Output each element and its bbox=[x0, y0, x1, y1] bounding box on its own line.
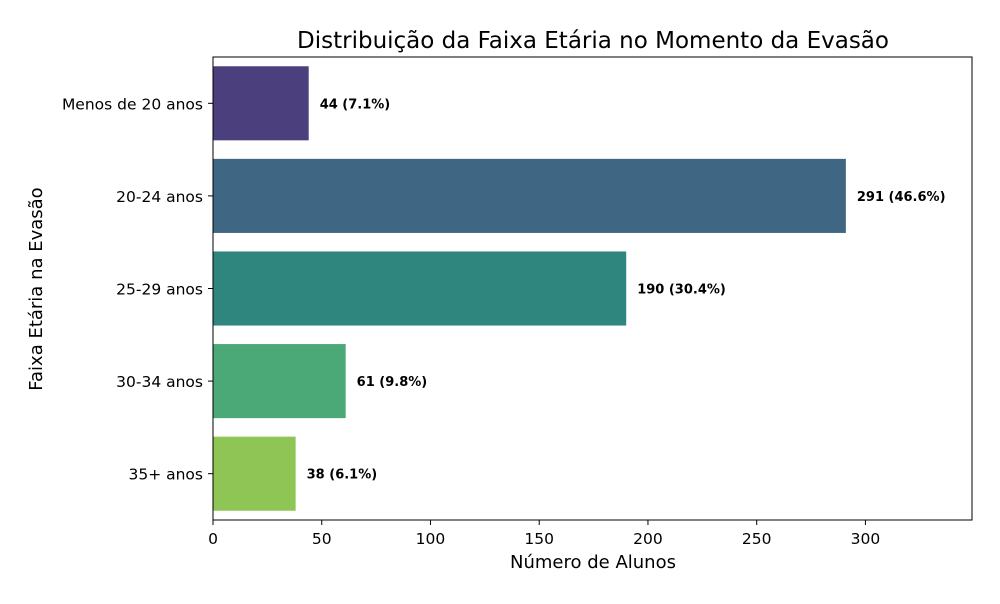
x-tick-label-1: 50 bbox=[312, 530, 332, 548]
data-labels-layer: 44 (7.1%) 291 (46.6%) 190 (30.4%) 61 (9.8%)… bbox=[307, 97, 946, 482]
y-axis-title: Faixa Etária na Evasão bbox=[26, 187, 47, 390]
y-axis: Menos de 20 anos 20-24 anos 25-29 anos 30-3… bbox=[62, 95, 213, 484]
data-label-3: 61 (9.8%) bbox=[357, 375, 428, 390]
x-tick-label-4: 200 bbox=[633, 530, 663, 548]
data-label-2: 190 (30.4%) bbox=[637, 283, 726, 298]
x-tick-label-6: 300 bbox=[851, 530, 881, 548]
bar-2 bbox=[213, 251, 627, 326]
data-label-4: 38 (6.1%) bbox=[307, 468, 378, 483]
data-label-0: 44 (7.1%) bbox=[320, 97, 391, 112]
y-tick-label-1: 20-24 anos bbox=[116, 188, 203, 206]
y-tick-label-4: 35+ anos bbox=[128, 466, 203, 484]
x-tick-label-2: 100 bbox=[416, 530, 446, 548]
plot-frame bbox=[212, 56, 973, 521]
x-axis: 0 50 100 150 200 250 300 bbox=[208, 520, 880, 548]
chart-title: Distribuição da Faixa Etária no Momento … bbox=[297, 28, 889, 54]
x-tick-label-3: 150 bbox=[524, 530, 554, 548]
bar-0 bbox=[213, 66, 309, 141]
x-tick-label-5: 250 bbox=[742, 530, 772, 548]
x-tick-label-0: 0 bbox=[208, 530, 218, 548]
y-tick-label-2: 25-29 anos bbox=[116, 281, 203, 299]
bars-layer bbox=[213, 66, 846, 511]
y-tick-label-0: Menos de 20 anos bbox=[62, 95, 203, 113]
bar-1 bbox=[213, 158, 846, 233]
bar-3 bbox=[213, 344, 346, 419]
x-axis-title: Número de Alunos bbox=[510, 552, 676, 573]
data-label-1: 291 (46.6%) bbox=[857, 190, 946, 205]
y-tick-label-3: 30-34 anos bbox=[116, 373, 203, 391]
bar-4 bbox=[213, 436, 296, 511]
